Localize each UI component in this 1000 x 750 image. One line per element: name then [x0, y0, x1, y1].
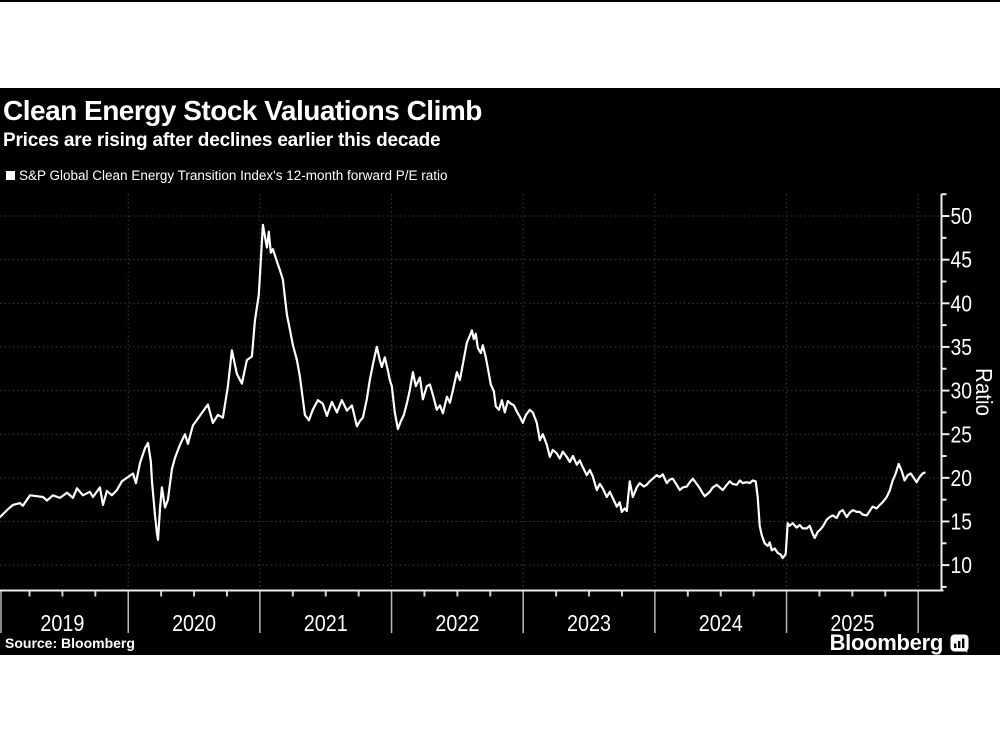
legend-label: S&P Global Clean Energy Transition Index… [19, 168, 448, 183]
source-label: Source: Bloomberg [5, 635, 135, 651]
bloomberg-chart-bubble-icon [950, 634, 969, 653]
legend: S&P Global Clean Energy Transition Index… [6, 168, 448, 183]
bloomberg-logo: Bloomberg [830, 630, 969, 656]
page-title: Clean Energy Stock Valuations Climb [3, 95, 482, 126]
top-border [0, 0, 1000, 2]
legend-marker-icon [6, 171, 15, 180]
bloomberg-wordmark: Bloomberg [829, 630, 944, 655]
page-subtitle: Prices are rising after declines earlier… [3, 130, 441, 151]
